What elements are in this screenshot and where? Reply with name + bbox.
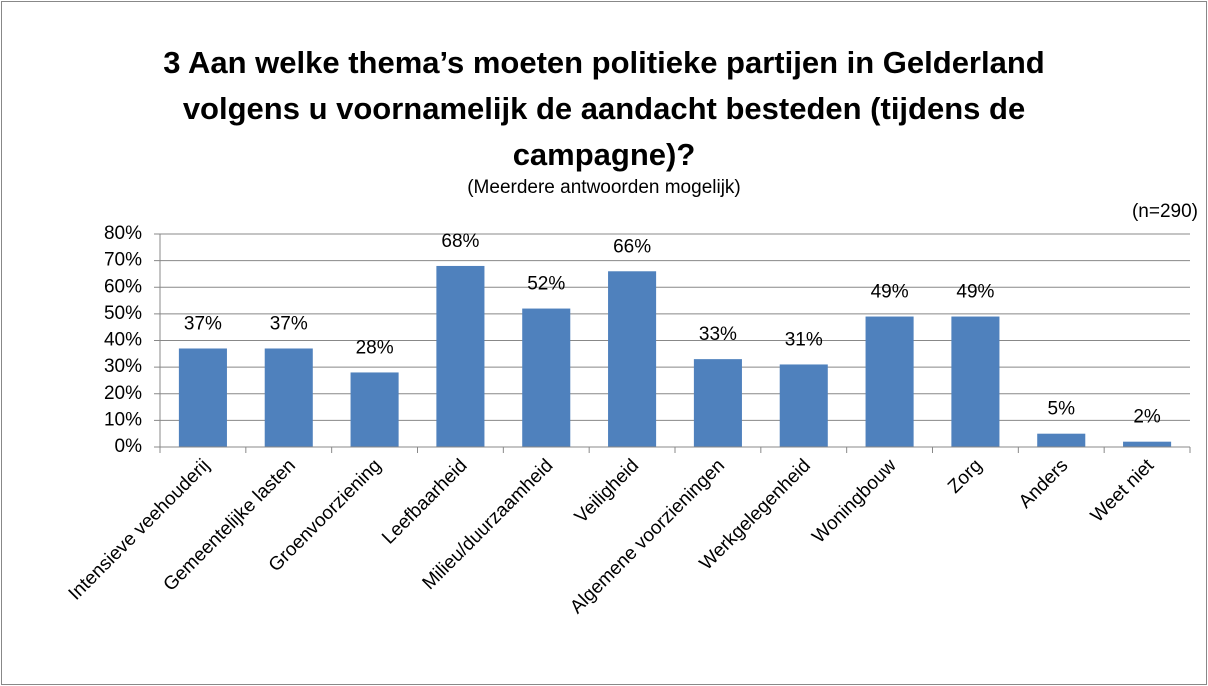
y-tick-label: 10% (104, 409, 142, 430)
bar (522, 308, 571, 447)
y-tick-label: 30% (104, 356, 142, 377)
chart-subtitle: (Meerdere antwoorden mogelijk) (467, 177, 741, 198)
data-label: 66% (613, 236, 651, 257)
y-tick-label: 70% (104, 250, 142, 271)
y-tick-label: 20% (104, 383, 142, 404)
chart-title: 3 Aan welke thema’s moeten politieke par… (163, 45, 1045, 172)
data-label: 31% (785, 329, 823, 350)
data-label: 49% (956, 282, 994, 303)
annotation: (n=290) (1132, 201, 1198, 222)
bar (865, 316, 914, 447)
bar (1123, 441, 1172, 447)
x-tick-label: Anders (1015, 455, 1072, 512)
y-tick-label: 50% (104, 303, 142, 324)
y-tick-label: 40% (104, 330, 142, 351)
data-label: 33% (699, 324, 737, 345)
x-tick-label: Algemene voorzieningen (566, 455, 729, 618)
x-tick-label: Zorg (944, 455, 986, 497)
data-label: 5% (1048, 399, 1076, 420)
bar (951, 316, 1000, 447)
y-tick-label: 60% (104, 276, 142, 297)
x-tick-label: Intensieve veehouderij (65, 455, 214, 604)
data-label: 52% (527, 274, 565, 295)
x-tick-label: Veiligheid (571, 455, 643, 527)
data-label: 28% (356, 337, 394, 358)
bar (693, 359, 742, 447)
data-label: 37% (184, 314, 222, 335)
data-label: 68% (441, 231, 479, 252)
bar (1037, 433, 1086, 447)
x-tick-label: Leefbaarheid (378, 455, 471, 548)
data-label: 2% (1133, 407, 1161, 428)
data-label: 37% (270, 314, 308, 335)
bar (436, 265, 485, 447)
y-tick-label: 80% (104, 223, 142, 244)
x-tick-label: Weet niet (1087, 455, 1159, 527)
bar (350, 372, 399, 447)
bar (178, 348, 227, 447)
data-label: 49% (871, 282, 909, 303)
x-tick-label: Woningbouw (808, 455, 900, 547)
y-tick-label: 0% (115, 436, 143, 457)
bar (608, 271, 657, 447)
bar (264, 348, 313, 447)
bar (779, 364, 828, 447)
